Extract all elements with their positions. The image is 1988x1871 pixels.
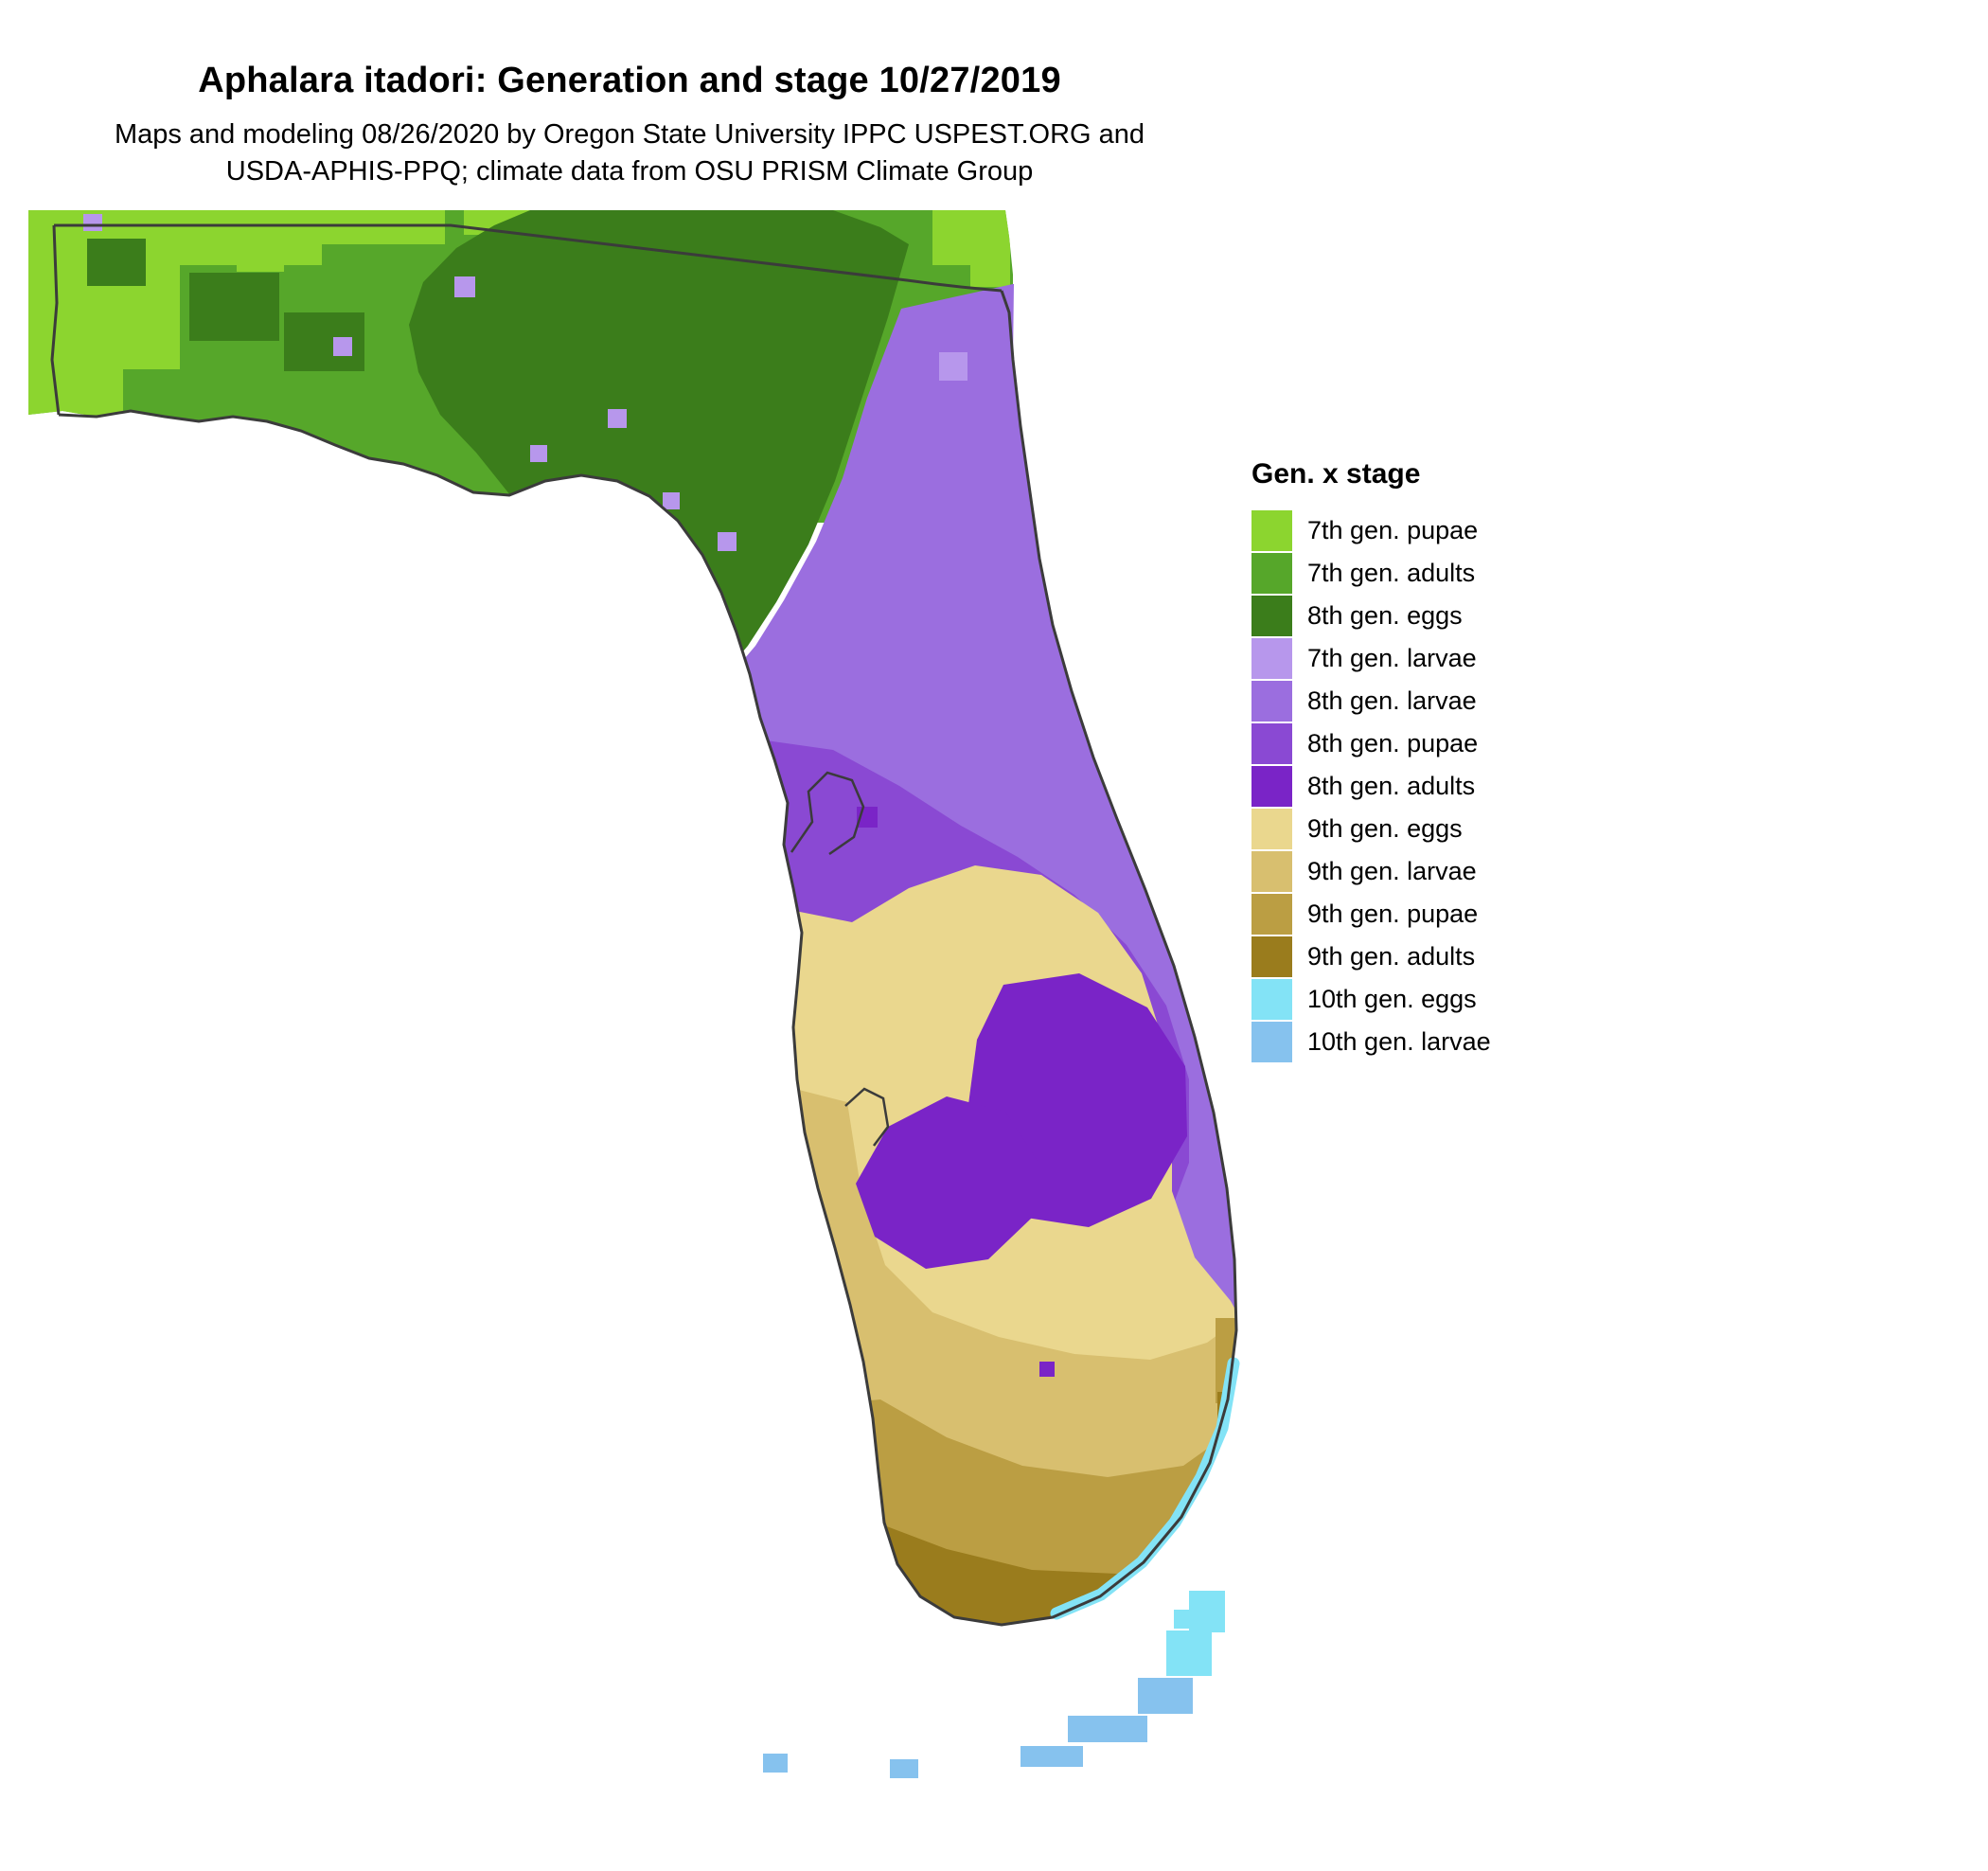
- subtitle-line-1: Maps and modeling 08/26/2020 by Oregon S…: [114, 119, 1145, 150]
- map-region-10th-gen-larvae: [1021, 1746, 1083, 1767]
- legend-swatch: [1251, 809, 1292, 849]
- legend-swatch: [1251, 936, 1292, 977]
- legend-swatch: [1251, 510, 1292, 551]
- legend-item-label: 10th gen. larvae: [1307, 1027, 1491, 1056]
- map-region-7th-gen-pupae: [970, 251, 1010, 287]
- map-region-10th-gen-eggs: [1166, 1630, 1212, 1676]
- map-region-7th-gen-larvae: [530, 445, 547, 462]
- map-region-8th-gen-eggs: [409, 210, 909, 677]
- legend-swatch: [1251, 979, 1292, 1020]
- map-region-9th-gen-adults: [814, 1464, 1236, 1625]
- coastline: [58, 290, 1238, 1627]
- header: Aphalara itadori: Generation and stage 1…: [0, 61, 1259, 190]
- legend-item: 10th gen. larvae: [1251, 1021, 1491, 1063]
- charlotte-harbor-outline: [844, 1087, 890, 1147]
- map-region-7th-gen-larvae: [454, 276, 475, 297]
- legend-item-label: 8th gen. pupae: [1307, 729, 1479, 757]
- map-region-7th-gen-larvae: [718, 532, 737, 551]
- legend-item-label: 7th gen. larvae: [1307, 644, 1477, 672]
- subtitle-line-2: USDA-APHIS-PPQ; climate data from OSU PR…: [225, 156, 1034, 187]
- legend-item-label: 9th gen. eggs: [1307, 814, 1463, 843]
- map-region-7th-gen-larvae: [663, 492, 680, 509]
- legend-item-label: 8th gen. adults: [1307, 772, 1476, 800]
- map-region-7th-gen-larvae: [333, 337, 352, 356]
- legend: Gen. x stage 7th gen. pupae 7th gen. adu…: [1251, 458, 1491, 1063]
- legend-item-label: 9th gen. pupae: [1307, 900, 1479, 928]
- legend-item: 9th gen. eggs: [1251, 808, 1491, 850]
- map-region-10th-gen-larvae: [763, 1754, 788, 1773]
- legend-swatch: [1251, 894, 1292, 935]
- map-region-10th-gen-eggs: [1189, 1591, 1225, 1632]
- legend-item: 7th gen. adults: [1251, 552, 1491, 595]
- page-title: Aphalara itadori: Generation and stage 1…: [198, 61, 1061, 100]
- page-subtitle: Maps and modeling 08/26/2020 by Oregon S…: [0, 116, 1259, 190]
- map-region-10th-gen-larvae: [890, 1759, 918, 1778]
- state-border-north-line: [54, 223, 1003, 293]
- map-region-10th-gen-larvae: [1068, 1716, 1147, 1742]
- state-border-west-line: [50, 224, 61, 416]
- legend-item: 7th gen. pupae: [1251, 509, 1491, 552]
- legend-swatch: [1251, 596, 1292, 636]
- legend-swatch: [1251, 638, 1292, 679]
- map-region-7th-gen-larvae: [608, 409, 627, 428]
- legend-item: 8th gen. larvae: [1251, 680, 1491, 722]
- legend-item: 8th gen. pupae: [1251, 722, 1491, 765]
- legend-swatch: [1251, 851, 1292, 892]
- map-region-7th-gen-larvae: [83, 214, 102, 231]
- map-region-8th-gen-eggs: [284, 312, 364, 371]
- legend-item: 8th gen. eggs: [1251, 595, 1491, 637]
- legend-item-label: 10th gen. eggs: [1307, 985, 1477, 1013]
- map-region-7th-gen-larvae: [939, 352, 967, 381]
- tampa-bay-outline: [790, 771, 865, 856]
- legend-swatch: [1251, 723, 1292, 764]
- legend-item-label: 9th gen. larvae: [1307, 857, 1477, 885]
- map-region-7th-gen-pupae: [237, 241, 284, 272]
- legend-swatch: [1251, 681, 1292, 722]
- map-region-7th-gen-pupae: [28, 360, 123, 417]
- map-region-9th-gen-pupae: [663, 1399, 1236, 1625]
- legend-item-label: 9th gen. adults: [1307, 942, 1476, 971]
- legend-item: 10th gen. eggs: [1251, 978, 1491, 1021]
- legend-item: 8th gen. adults: [1251, 765, 1491, 808]
- legend-item-label: 7th gen. pupae: [1307, 516, 1479, 544]
- map-region-10th-gen-larvae: [1138, 1678, 1193, 1714]
- map-region-8th-gen-adults: [1039, 1362, 1055, 1377]
- legend-title: Gen. x stage: [1251, 458, 1421, 490]
- map-region-8th-gen-adults: [856, 1096, 1038, 1269]
- legend-swatch: [1251, 553, 1292, 594]
- map-region-7th-gen-pupae: [322, 210, 445, 244]
- legend-item: 9th gen. adults: [1251, 936, 1491, 978]
- legend-item-label: 8th gen. eggs: [1307, 601, 1463, 630]
- map-region-8th-gen-eggs: [87, 239, 146, 286]
- legend-item-label: 7th gen. adults: [1307, 559, 1476, 587]
- legend-item-label: 8th gen. larvae: [1307, 686, 1477, 715]
- legend-item: 9th gen. pupae: [1251, 893, 1491, 936]
- map-region-8th-gen-eggs: [189, 273, 279, 341]
- legend-swatch: [1251, 1022, 1292, 1062]
- legend-item: 9th gen. larvae: [1251, 850, 1491, 893]
- legend-item: 7th gen. larvae: [1251, 637, 1491, 680]
- legend-swatch: [1251, 766, 1292, 807]
